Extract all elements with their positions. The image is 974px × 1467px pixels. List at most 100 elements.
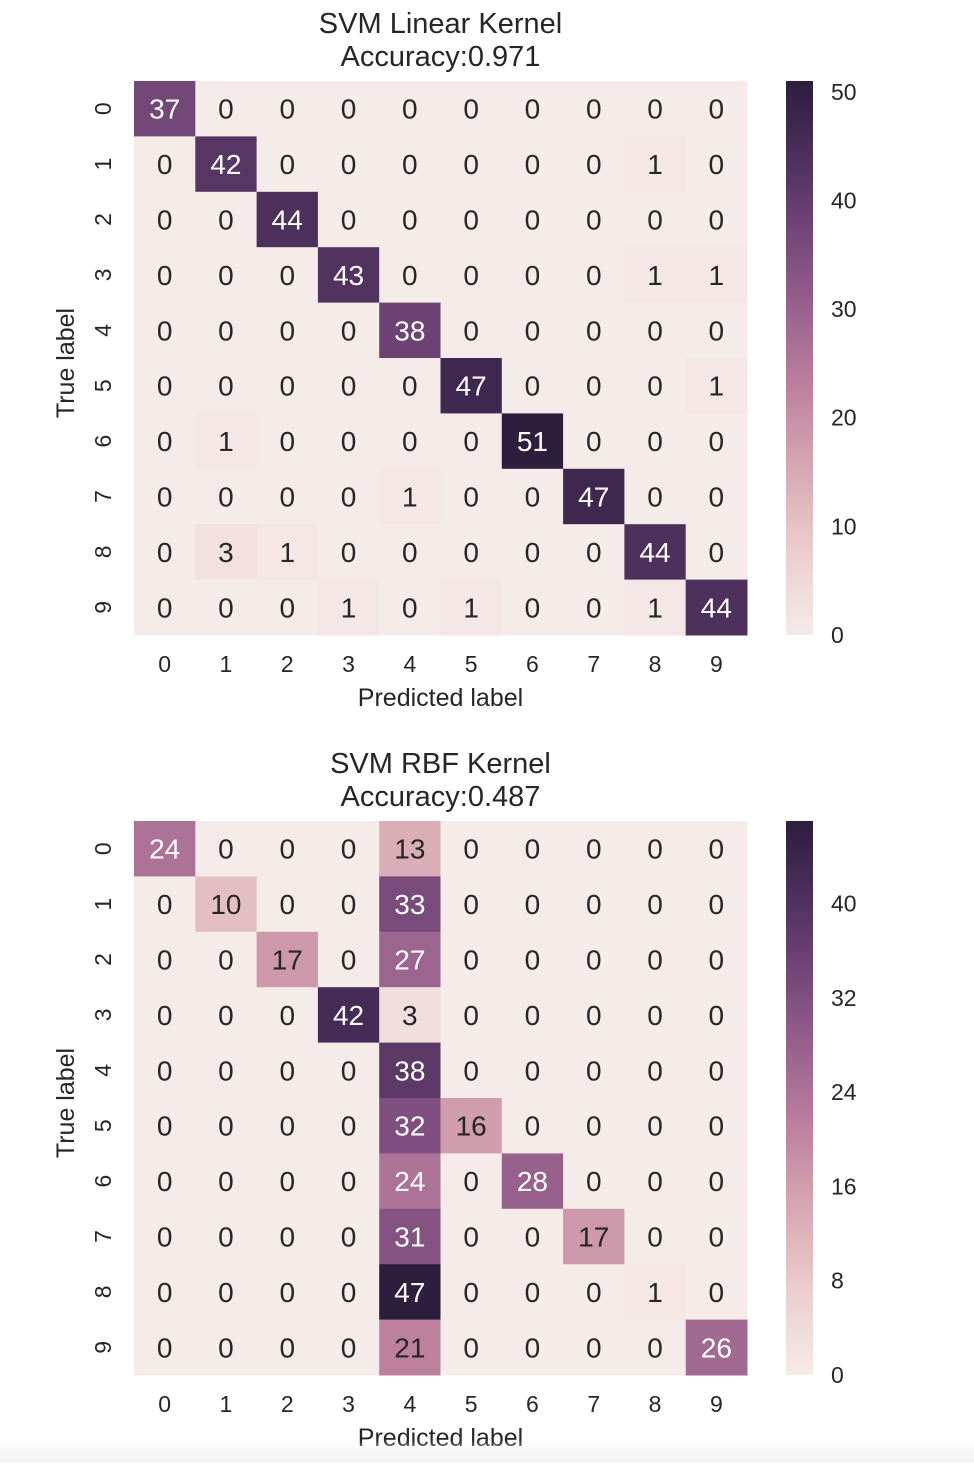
heatmap-cell-r1-c7 [563, 876, 625, 933]
cell-value-label: 0 [525, 1222, 541, 1253]
cell-value-label: 38 [394, 1055, 425, 1086]
y-tick-label: 1 [90, 898, 116, 911]
x-tick-label: 3 [342, 651, 355, 677]
heatmap-cell-r4-c8 [624, 1042, 687, 1099]
heatmap-cell-r6-c2 [256, 1153, 319, 1210]
x-tick-label: 3 [342, 1391, 355, 1417]
cell-value-label: 47 [578, 482, 609, 513]
cell-value-label: 0 [525, 315, 541, 346]
colorbar-tick-label: 0 [831, 622, 844, 648]
cell-value-label: 37 [149, 94, 180, 125]
cell-value-label: 21 [394, 1332, 425, 1363]
heatmap-cell-r4-c7 [563, 1042, 625, 1099]
heatmap-cell-r0-c2 [256, 821, 319, 877]
cell-value-label: 0 [157, 149, 173, 180]
heatmap-cell-r0-c3 [317, 81, 380, 137]
heatmap-cell-r3-c3 [317, 987, 380, 1044]
cell-value-label: 0 [279, 889, 295, 920]
heatmap-cell-r5-c5 [440, 1098, 503, 1154]
heatmap-cell-r0-c0 [134, 821, 196, 877]
cell-value-label: 17 [272, 945, 303, 976]
cell-value-label: 27 [394, 945, 425, 976]
heatmap-cell-r8-c0 [134, 524, 196, 581]
y-axis-label: True label [52, 308, 80, 418]
x-tick-label: 7 [587, 1391, 600, 1417]
heatmap-cell-r0-c2 [256, 81, 319, 137]
cell-value-label: 33 [394, 889, 425, 920]
heatmap-cell-r6-c6 [501, 413, 564, 470]
cell-value-label: 0 [463, 260, 479, 291]
cell-value-label: 0 [157, 945, 173, 976]
cell-value-label: 0 [279, 426, 295, 457]
x-tick-label: 4 [403, 1391, 416, 1417]
cell-value-label: 42 [333, 1000, 364, 1031]
colorbar-tick-label: 40 [831, 891, 857, 917]
heatmap-cell-r9-c7 [563, 579, 625, 636]
colorbar [786, 81, 813, 635]
y-tick-label: 1 [90, 158, 116, 171]
cell-value-label: 1 [647, 592, 663, 623]
cell-value-label: 0 [586, 1055, 602, 1086]
y-tick-label: 2 [90, 213, 116, 226]
cell-value-label: 26 [701, 1332, 732, 1363]
cell-value-label: 0 [218, 1222, 234, 1253]
heatmap-cell-r4-c5 [440, 1042, 503, 1099]
heatmap-cell-r7-c7 [563, 1208, 625, 1265]
heatmap-cell-r6-c0 [134, 1153, 196, 1210]
heatmap-cell-r9-c2 [256, 1319, 319, 1376]
cell-value-label: 0 [218, 1332, 234, 1363]
cell-value-label: 0 [586, 945, 602, 976]
x-tick-label: 0 [158, 1391, 171, 1417]
heatmap-cell-r2-c6 [501, 191, 564, 248]
colorbar-tick-label: 30 [831, 296, 857, 322]
heatmap-cell-r1-c0 [134, 136, 196, 193]
heatmap-cell-r2-c4 [379, 191, 441, 248]
cell-value-label: 0 [279, 1222, 295, 1253]
cell-value-label: 10 [210, 889, 241, 920]
cell-value-label: 0 [586, 592, 602, 623]
cell-value-label: 1 [709, 260, 725, 291]
heatmap-cell-r8-c4 [379, 524, 441, 581]
cell-value-label: 0 [647, 94, 663, 125]
cell-value-label: 0 [525, 205, 541, 236]
heatmap-cell-r4-c2 [256, 1042, 319, 1099]
cell-value-label: 0 [218, 1055, 234, 1086]
cell-value-label: 1 [647, 260, 663, 291]
heatmap-cell-r6-c1 [195, 413, 258, 470]
heatmap-cell-r2-c1 [195, 931, 258, 988]
heatmap-cell-r7-c7 [563, 468, 625, 525]
x-tick-label: 9 [710, 651, 723, 677]
heatmap-cell-r7-c5 [440, 468, 503, 525]
cell-value-label: 0 [218, 945, 234, 976]
heatmap-cell-r8-c2 [256, 1264, 319, 1321]
cell-value-label: 0 [525, 889, 541, 920]
heatmap-cell-r6-c7 [563, 1153, 625, 1210]
heatmap-cell-r7-c4 [379, 1208, 441, 1265]
cell-value-label: 0 [647, 482, 663, 513]
cell-value-label: 0 [647, 889, 663, 920]
heatmap-cell-r5-c0 [134, 358, 196, 414]
cell-value-label: 0 [341, 889, 357, 920]
cell-value-label: 0 [463, 1277, 479, 1308]
heatmap-cell-r3-c9 [685, 247, 748, 304]
cell-value-label: 0 [586, 205, 602, 236]
heatmap-cell-r4-c9 [685, 302, 748, 359]
heatmap-cell-r5-c9 [685, 358, 748, 414]
heatmap-cell-r3-c2 [256, 247, 319, 304]
cell-value-label: 16 [456, 1111, 487, 1142]
chart-title: SVM RBF Kernel [330, 748, 551, 780]
heatmap-cell-r0-c7 [563, 81, 625, 137]
heatmap-cell-r8-c2 [256, 524, 319, 581]
cell-value-label: 0 [463, 482, 479, 513]
heatmap-cell-r0-c8 [624, 81, 687, 137]
cell-value-label: 1 [647, 1277, 663, 1308]
x-tick-label: 6 [526, 651, 539, 677]
cell-value-label: 0 [157, 592, 173, 623]
cell-value-label: 1 [218, 426, 234, 457]
cell-value-label: 0 [586, 315, 602, 346]
heatmap-cell-r8-c9 [685, 524, 748, 581]
cell-value-label: 0 [525, 260, 541, 291]
y-tick-label: 3 [90, 269, 116, 282]
heatmap-cell-r6-c3 [317, 413, 380, 470]
cell-value-label: 0 [341, 482, 357, 513]
